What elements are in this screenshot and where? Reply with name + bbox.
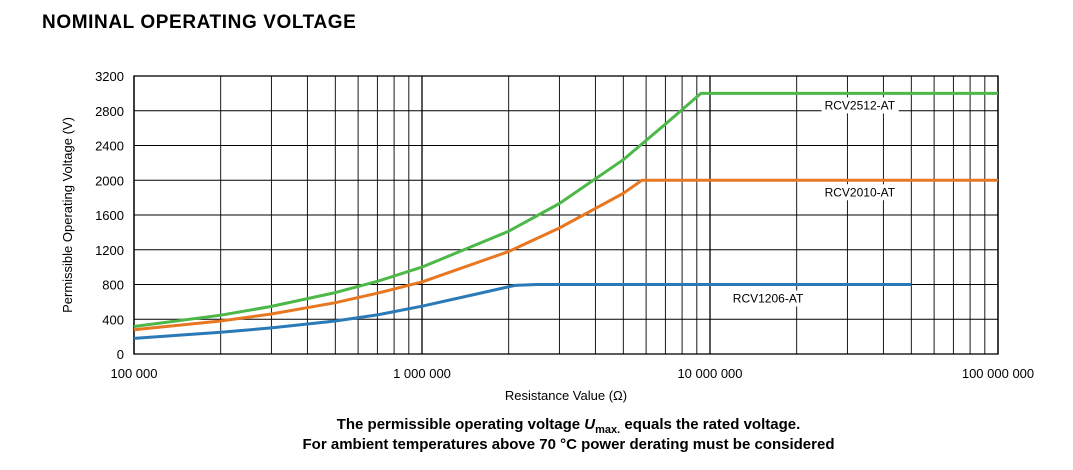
page-title: NOMINAL OPERATING VOLTAGE [42, 12, 357, 33]
x-tick-label: 100 000 000 [962, 366, 1034, 381]
x-tick-label: 10 000 000 [677, 366, 742, 381]
plot-frame [133, 75, 999, 355]
series-label-background [821, 184, 899, 201]
chart-grid [133, 75, 999, 355]
series-label-rcv2010-at: RCV2010-AT [825, 185, 896, 199]
y-tick-label: 2000 [95, 173, 124, 188]
series-label-background [729, 290, 807, 307]
caption-symbol: U [584, 416, 596, 433]
caption-line-1-pre: The permissible operating voltage [336, 416, 585, 433]
x-tick-label: 1 000 000 [393, 366, 451, 381]
y-axis-label: Permissible Operating Voltage (V) [60, 117, 75, 313]
series-line-rcv1206-at [133, 283, 912, 340]
y-tick-label: 400 [102, 312, 124, 327]
caption-line-1: The permissible operating voltage Umax. … [32, 416, 1073, 436]
y-tick-labels: 0 400 800 1200 1600 2000 2400 2800 3200 [95, 69, 124, 362]
y-tick-label: 3200 [95, 69, 124, 84]
caption-symbol-subscript: max. [595, 424, 621, 436]
y-tick-label: 0 [117, 347, 124, 362]
y-tick-label: 1600 [95, 208, 124, 223]
x-tick-label: 100 000 [111, 366, 158, 381]
series-label-background [821, 97, 899, 114]
series-line-rcv2512-at [133, 91, 998, 328]
x-tick-labels: 100 000 1 000 000 10 000 000 100 000 000 [111, 366, 1035, 381]
x-axis-label: Resistance Value (Ω) [505, 388, 627, 403]
chart-series [133, 91, 998, 340]
series-label-rcv2512-at: RCV2512-AT [825, 98, 896, 112]
series-labels: RCV2512-AT RCV2010-AT RCV1206-AT [729, 97, 899, 307]
series-label-rcv1206-at: RCV1206-AT [733, 292, 804, 306]
y-tick-label: 800 [102, 278, 124, 293]
y-tick-label: 2800 [95, 104, 124, 119]
y-tick-label: 1200 [95, 243, 124, 258]
caption-line-1-post: equals the rated voltage. [620, 416, 801, 433]
y-tick-label: 2400 [95, 139, 124, 154]
caption-line-2: For ambient temperatures above 70 °C pow… [302, 436, 835, 453]
series-line-rcv2010-at [133, 178, 998, 332]
